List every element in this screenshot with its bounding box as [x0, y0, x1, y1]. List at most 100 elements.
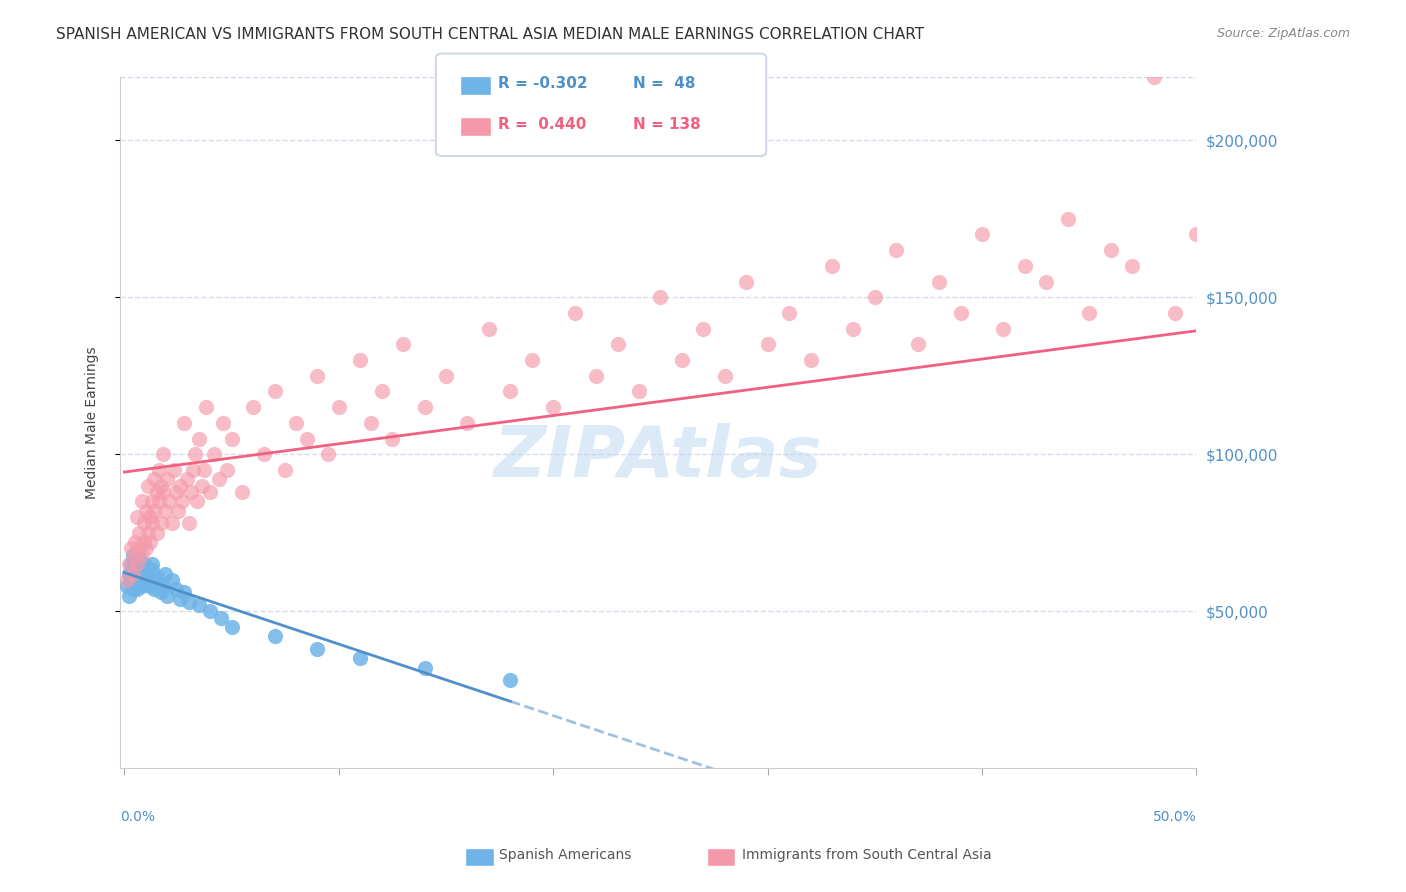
Point [778, 306, 800, 320]
Point [735, 275, 758, 289]
Point [124, 535, 146, 549]
Point [127, 560, 149, 574]
Point [1056, 211, 1078, 226]
Point [478, 321, 501, 335]
Point [1014, 259, 1036, 273]
Point [209, 610, 232, 624]
Point [884, 243, 907, 257]
Point [221, 620, 243, 634]
Point [188, 598, 211, 612]
Point [221, 432, 243, 446]
Point [499, 384, 522, 399]
Point [242, 400, 264, 414]
Point [135, 541, 157, 556]
Point [186, 494, 208, 508]
Point [172, 494, 194, 508]
Point [821, 259, 844, 273]
Point [650, 290, 672, 304]
Point [1357, 211, 1379, 226]
Text: 0.0%: 0.0% [120, 810, 155, 823]
Point [141, 516, 163, 531]
Point [122, 566, 145, 581]
Point [188, 432, 211, 446]
Point [169, 478, 191, 492]
Point [606, 337, 628, 351]
Point [128, 541, 150, 556]
Point [127, 582, 149, 597]
Point [149, 585, 172, 599]
Point [1121, 259, 1143, 273]
Point [148, 463, 170, 477]
Point [360, 416, 382, 430]
Point [180, 484, 202, 499]
Point [208, 472, 231, 486]
Point [135, 504, 157, 518]
Point [392, 337, 415, 351]
Point [145, 484, 167, 499]
Point [132, 535, 155, 549]
Point [217, 463, 239, 477]
Text: 50.0%: 50.0% [1153, 810, 1197, 823]
Point [127, 557, 149, 571]
Point [160, 516, 183, 531]
Point [1227, 275, 1250, 289]
Point [263, 629, 285, 643]
Point [128, 573, 150, 587]
Point [349, 651, 371, 665]
Point [349, 353, 371, 368]
Y-axis label: Median Male Earnings: Median Male Earnings [86, 347, 100, 500]
Point [1185, 227, 1208, 242]
Point [295, 432, 318, 446]
Text: Source: ZipAtlas.com: Source: ZipAtlas.com [1216, 27, 1350, 40]
Point [198, 604, 221, 618]
Point [163, 463, 186, 477]
Point [456, 416, 478, 430]
Point [328, 400, 350, 414]
Point [671, 353, 693, 368]
Point [145, 525, 167, 540]
Point [128, 525, 150, 540]
Point [993, 321, 1015, 335]
Point [181, 463, 204, 477]
Point [231, 484, 253, 499]
Point [156, 472, 179, 486]
Point [274, 463, 297, 477]
Point [212, 416, 235, 430]
Point [370, 384, 392, 399]
Point [115, 579, 138, 593]
Point [160, 573, 183, 587]
Point [263, 384, 285, 399]
Text: Spanish Americans: Spanish Americans [499, 847, 631, 862]
Point [381, 432, 404, 446]
Point [165, 484, 187, 499]
Point [118, 557, 141, 571]
Text: N =  48: N = 48 [633, 77, 695, 91]
Point [1164, 306, 1187, 320]
Point [842, 321, 865, 335]
Point [434, 368, 457, 383]
Point [124, 576, 146, 591]
Point [136, 573, 159, 587]
Point [970, 227, 993, 242]
Point [141, 564, 163, 578]
Text: Immigrants from South Central Asia: Immigrants from South Central Asia [742, 847, 993, 862]
Point [143, 582, 166, 597]
Point [136, 525, 159, 540]
Point [120, 573, 142, 587]
Point [190, 478, 212, 492]
Point [124, 554, 146, 568]
Point [1099, 243, 1122, 257]
Point [152, 579, 174, 593]
Point [152, 447, 174, 461]
Point [131, 494, 153, 508]
Point [118, 589, 141, 603]
Point [139, 510, 162, 524]
Point [173, 416, 195, 430]
Point [122, 564, 145, 578]
Point [124, 548, 146, 562]
Point [141, 557, 163, 571]
Point [132, 576, 155, 591]
Point [193, 463, 215, 477]
Text: N = 138: N = 138 [633, 118, 700, 132]
Point [118, 566, 141, 581]
